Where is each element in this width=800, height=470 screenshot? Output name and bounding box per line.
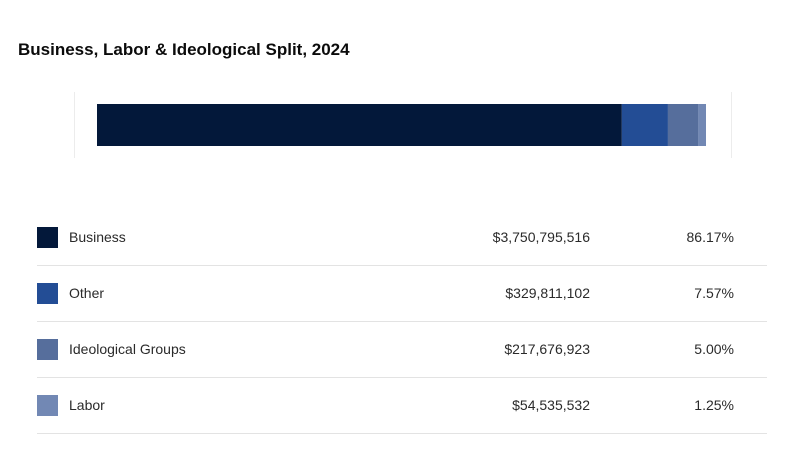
legend-amount: $54,535,532 bbox=[512, 397, 590, 413]
bar-segment-labor[interactable] bbox=[698, 104, 706, 146]
legend-row-ideological-groups[interactable]: Ideological Groups $217,676,923 5.00% bbox=[37, 322, 767, 378]
legend-table: Business $3,750,795,516 86.17% Other $32… bbox=[37, 210, 767, 434]
swatch-business bbox=[37, 227, 58, 248]
legend-row-business[interactable]: Business $3,750,795,516 86.17% bbox=[37, 210, 767, 266]
legend-percent: 7.57% bbox=[694, 285, 734, 301]
legend-amount: $329,811,102 bbox=[505, 285, 590, 301]
legend-percent: 1.25% bbox=[694, 397, 734, 413]
legend-amount: $3,750,795,516 bbox=[492, 229, 590, 245]
bar-segment-business[interactable] bbox=[97, 104, 622, 146]
legend-percent: 5.00% bbox=[694, 341, 734, 357]
bar-segment-ideological-groups[interactable] bbox=[667, 104, 699, 146]
swatch-ideological-groups bbox=[37, 339, 58, 360]
legend-label: Ideological Groups bbox=[69, 341, 186, 357]
chart-plot-area bbox=[74, 92, 732, 158]
legend-label: Other bbox=[69, 285, 105, 301]
swatch-labor bbox=[37, 395, 58, 416]
legend-label: Labor bbox=[69, 397, 105, 413]
stacked-bar-chart bbox=[97, 104, 706, 146]
legend-label: Business bbox=[69, 229, 126, 245]
legend-row-other[interactable]: Other $329,811,102 7.57% bbox=[37, 266, 767, 322]
legend-row-labor[interactable]: Labor $54,535,532 1.25% bbox=[37, 378, 767, 434]
swatch-other bbox=[37, 283, 58, 304]
chart-title: Business, Labor & Ideological Split, 202… bbox=[18, 40, 350, 59]
bar-segment-other[interactable] bbox=[621, 104, 668, 146]
legend-amount: $217,676,923 bbox=[504, 341, 590, 357]
legend-percent: 86.17% bbox=[686, 229, 734, 245]
